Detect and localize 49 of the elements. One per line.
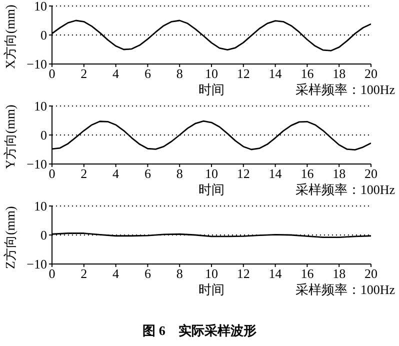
y-tick-label: 10 <box>34 198 47 214</box>
x-tick-label: 20 <box>364 166 378 182</box>
x-tick-label: 16 <box>300 166 314 182</box>
x-axis-title: 时间 <box>198 181 226 199</box>
x-tick-label: 10 <box>205 166 218 182</box>
x-tick-label: 8 <box>176 166 183 182</box>
x-tick-label: 10 <box>205 66 218 82</box>
x-tick-label: 16 <box>300 66 314 82</box>
y-tick-label: 0 <box>40 228 47 243</box>
x-tick-label: 14 <box>268 166 282 182</box>
x-tick-label: 18 <box>332 166 346 182</box>
x-tick-label: 8 <box>176 266 183 282</box>
x-axis-title: 时间 <box>198 81 226 99</box>
x-tick-label: 2 <box>80 266 88 282</box>
y-axis-title: X方向(mm) <box>2 4 18 69</box>
x-tick-label: 12 <box>236 266 250 282</box>
x-tick-label: 12 <box>236 166 250 182</box>
x-tick-label: 18 <box>332 66 346 82</box>
x-tick-label: 2 <box>80 66 88 82</box>
x-tick-label: 14 <box>268 266 282 282</box>
y-tick-label: −10 <box>26 56 47 72</box>
x-tick-label: 6 <box>144 166 152 182</box>
x-tick-label: 20 <box>364 266 378 282</box>
x-tick-label: 12 <box>236 66 250 82</box>
text: 采样频率：100Hz <box>295 281 395 299</box>
y-tick-label: 10 <box>34 0 47 14</box>
x-tick-label: 6 <box>144 266 152 282</box>
x-tick-label: 4 <box>112 66 120 82</box>
x-tick-label: 2 <box>80 166 88 182</box>
text: 采样频率：100Hz <box>295 81 395 99</box>
y-axis-title: Y方向(mm) <box>2 104 18 169</box>
caption: 图 6 实际采样波形 <box>142 322 258 340</box>
x-tick-label: 8 <box>176 66 183 82</box>
x-tick-label: 18 <box>332 266 346 282</box>
x-tick-label: 10 <box>205 266 218 282</box>
y-tick-label: −10 <box>26 256 47 272</box>
x-tick-label: 20 <box>364 66 378 82</box>
x-tick-label: 6 <box>144 66 152 82</box>
y-tick-label: −10 <box>26 156 47 172</box>
x-tick-label: 14 <box>268 66 282 82</box>
y-tick-label: 0 <box>40 128 47 143</box>
text: 采样频率：100Hz <box>295 181 395 199</box>
y-axis-title: Z方向(mm) <box>2 206 18 269</box>
x-tick-label: 4 <box>112 166 120 182</box>
y-tick-label: 0 <box>40 28 47 43</box>
y-tick-label: 10 <box>34 98 47 114</box>
x-axis-title: 时间 <box>198 281 226 299</box>
x-tick-label: 4 <box>112 266 120 282</box>
x-tick-label: 16 <box>300 266 314 282</box>
